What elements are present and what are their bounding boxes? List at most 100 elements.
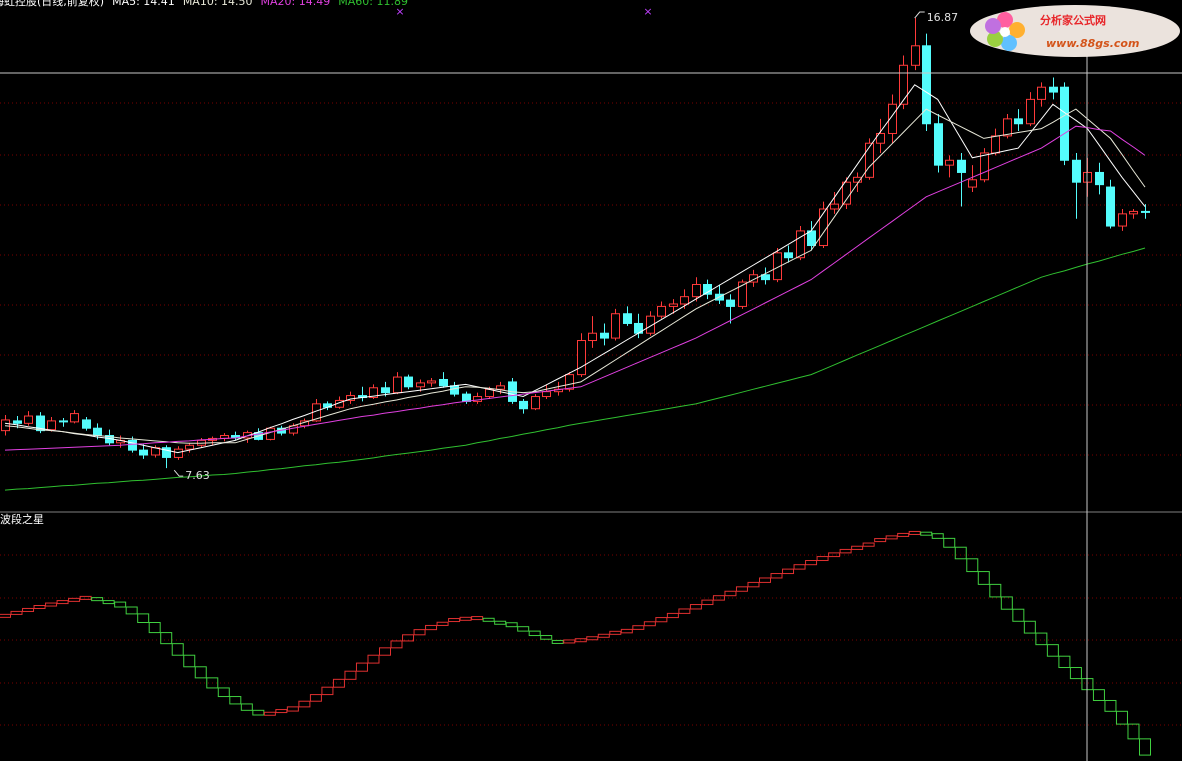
indicator-step <box>1058 655 1071 669</box>
ma-line <box>4 108 1146 444</box>
candle-body <box>1003 118 1012 137</box>
indicator-step <box>68 597 81 602</box>
candle-body <box>185 444 194 450</box>
candle-body <box>162 447 171 458</box>
indicator-step <box>125 606 138 615</box>
indicator-step <box>402 634 415 642</box>
indicator-step <box>229 696 242 705</box>
indicator-step <box>931 533 944 539</box>
legend-entry: MA20: 14.49 <box>261 0 331 8</box>
indicator-step <box>448 618 461 623</box>
indicator-step <box>286 706 299 712</box>
indicator-step <box>759 577 771 583</box>
indicator-step <box>770 573 783 579</box>
indicator-step <box>390 640 403 649</box>
indicator-title: 波段之星 <box>0 512 44 526</box>
indicator-step <box>471 616 484 621</box>
indicator-step <box>1035 632 1048 646</box>
candle-body <box>1072 159 1081 183</box>
indicator-step <box>851 545 864 550</box>
candle-body <box>980 152 989 181</box>
indicator-step <box>206 677 219 689</box>
watermark-background <box>970 5 1180 57</box>
indicator-step <box>839 548 852 554</box>
indicator-step <box>666 612 679 619</box>
indicator-step <box>620 628 633 634</box>
candle-body <box>47 420 56 431</box>
candle-body <box>1129 210 1138 215</box>
watermark: 分析家公式网 www.88gs.com <box>970 5 1180 57</box>
candle-body <box>830 203 839 210</box>
indicator-step <box>240 703 253 711</box>
candle-body <box>934 123 943 166</box>
candle-body <box>93 427 102 437</box>
candle-body <box>542 391 551 398</box>
ma-line <box>4 247 1146 491</box>
candle-body <box>577 340 586 376</box>
indicator-step <box>56 600 69 605</box>
marker: × <box>395 5 404 18</box>
candle-body <box>945 159 954 166</box>
candle-body <box>139 449 148 456</box>
candle-body <box>70 413 79 423</box>
indicator-step <box>114 601 127 608</box>
candle-body <box>36 415 45 432</box>
candle-body <box>749 274 758 283</box>
indicator-step <box>897 532 910 537</box>
indicator-step <box>920 531 933 536</box>
candle-body <box>450 385 459 395</box>
candle-body <box>911 45 920 66</box>
candle-body <box>496 385 505 390</box>
candle-body <box>381 387 390 394</box>
candle-body <box>611 313 620 339</box>
indicator-step <box>678 608 691 614</box>
candle-body <box>899 64 908 105</box>
candle-body <box>669 303 678 307</box>
logo-petal <box>1009 22 1025 38</box>
watermark-title: 分析家公式网 <box>1040 13 1106 27</box>
candle-body <box>565 374 574 390</box>
candle-body <box>393 376 402 394</box>
candle-body <box>462 393 471 402</box>
indicator-step <box>563 639 576 644</box>
indicator-step <box>33 605 46 610</box>
candle-body <box>957 159 966 173</box>
indicator-step <box>793 564 806 570</box>
indicator-step <box>597 633 610 638</box>
candle-body <box>439 378 448 387</box>
indicator-step <box>332 678 345 688</box>
indicator-step <box>494 620 507 625</box>
indicator-step <box>22 607 35 612</box>
header: 海虹控股(日线,前复权) MA5: 14.41 MA10: 14.50 MA20: … <box>0 0 408 8</box>
indicator-step <box>102 600 115 605</box>
indicator-step <box>1139 738 1151 756</box>
candle-body <box>761 274 770 281</box>
indicator-step <box>632 625 645 630</box>
indicator-step <box>1046 644 1059 657</box>
indicator-step <box>367 654 380 664</box>
indicator-step <box>828 552 841 558</box>
legend-entry: MA5: 14.41 <box>112 0 175 8</box>
indicator-step <box>816 556 829 562</box>
candle-body <box>865 142 874 178</box>
indicator-step <box>966 558 979 573</box>
indicator-step <box>1000 596 1013 610</box>
legend-entry: MA10: 14.50 <box>183 0 253 8</box>
annotation-arrow <box>173 469 184 477</box>
logo-petal <box>997 12 1013 28</box>
candle-body <box>266 427 275 440</box>
candle-body <box>773 252 782 281</box>
indicator-step <box>160 632 173 645</box>
candle-body <box>1 419 10 432</box>
indicator-step <box>528 630 541 637</box>
indicator-step <box>413 629 426 636</box>
candle-body <box>922 45 931 125</box>
candle-body <box>1014 118 1023 125</box>
chart-title: 海虹控股(日线,前复权) <box>0 0 104 8</box>
indicator-step <box>989 583 1002 598</box>
candle-body <box>842 181 851 205</box>
indicator-step <box>1069 667 1082 680</box>
indicator-step <box>805 560 818 566</box>
